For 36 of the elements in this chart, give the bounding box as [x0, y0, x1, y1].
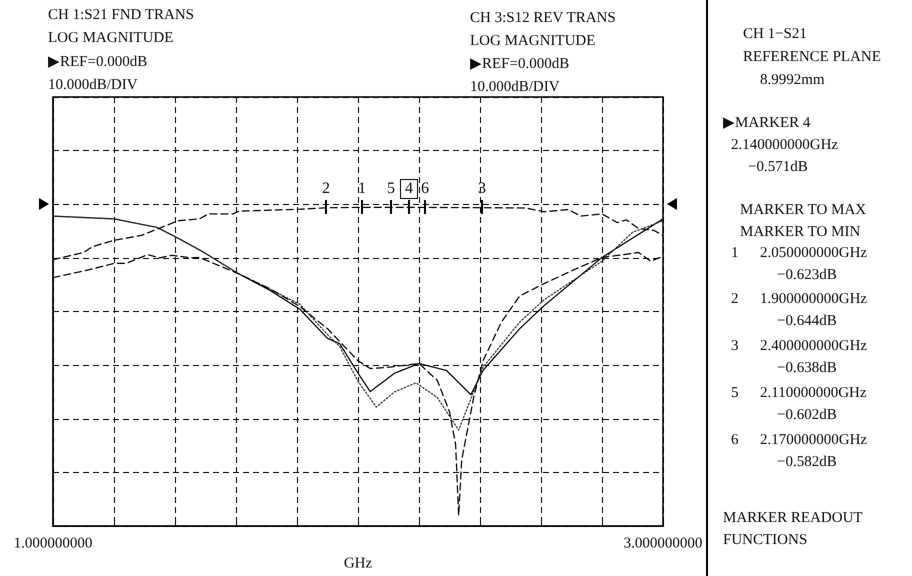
text: 2.170000000GHz	[760, 431, 868, 449]
x-tick-label: 3.000000000	[624, 536, 702, 552]
text: ▶REF=0.000dB	[470, 55, 570, 73]
text: CH 1−S21	[743, 25, 807, 43]
text: 6	[731, 431, 738, 449]
text: LOG MAGNITUDE	[470, 32, 596, 50]
text: 1	[731, 244, 738, 262]
text: CH 3:S12 REV TRANS	[470, 9, 616, 27]
text: REFERENCE PLANE	[743, 48, 881, 66]
text: ▶REF=0.000dB	[48, 53, 148, 71]
text: 2.140000000GHz	[731, 136, 838, 154]
text: −0.644dB	[777, 312, 837, 330]
text: −0.602dB	[777, 406, 837, 424]
text: 1.900000000GHz	[760, 290, 868, 308]
text: 2	[731, 290, 738, 308]
text: 10.000dB/DIV	[470, 78, 560, 96]
text: MARKER TO MAX	[740, 201, 866, 219]
x-tick-label: 1.000000000	[14, 536, 92, 552]
text: 5	[731, 384, 738, 402]
text: FUNCTIONS	[723, 531, 808, 549]
text: −0.623dB	[777, 266, 837, 284]
text: 2.050000000GHz	[760, 244, 868, 262]
text: 2.400000000GHz	[760, 337, 868, 355]
text: CH 1:S21 FND TRANS	[48, 6, 194, 24]
text: 10.000dB/DIV	[48, 76, 138, 94]
text: ▶MARKER 4	[723, 114, 810, 132]
text: −0.638dB	[777, 359, 837, 377]
text: MARKER TO MIN	[740, 223, 860, 241]
text: 3	[731, 337, 738, 355]
text: 2.110000000GHz	[760, 384, 867, 402]
text: 8.9992mm	[760, 71, 825, 89]
text: −0.571dB	[748, 158, 808, 176]
text: −0.582dB	[777, 453, 837, 471]
x-axis-title: GHz	[344, 556, 372, 572]
text: LOG MAGNITUDE	[48, 29, 174, 47]
text: MARKER READOUT	[723, 509, 863, 527]
